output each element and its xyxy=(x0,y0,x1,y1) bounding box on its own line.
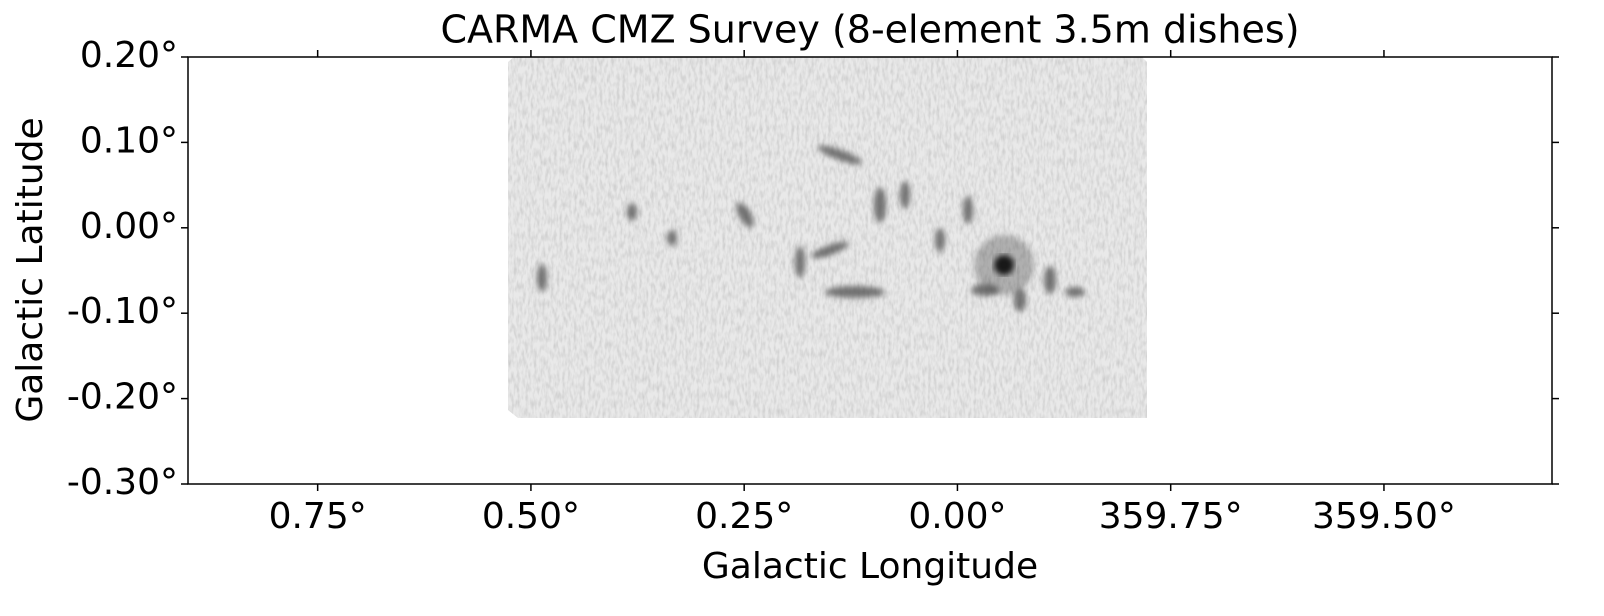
x-tick-label: 359.50° xyxy=(1312,496,1456,537)
x-tick-label: 0.50° xyxy=(482,496,580,537)
x-tick-label: 0.25° xyxy=(695,496,793,537)
x-tick-label: 0.00° xyxy=(908,496,1006,537)
y-tick-label: -0.20° xyxy=(67,377,178,418)
sky-map xyxy=(508,57,1147,418)
y-tick-label: -0.30° xyxy=(67,462,178,503)
chart-title: CARMA CMZ Survey (8-element 3.5m dishes) xyxy=(440,8,1299,52)
x-tick-label: 0.75° xyxy=(269,496,367,537)
plot-frame xyxy=(187,56,1553,485)
y-tick-label: 0.10° xyxy=(80,120,178,161)
y-tick-label: 0.20° xyxy=(80,35,178,76)
y-axis-title: Galactic Latitude xyxy=(10,117,51,422)
y-tick-label: 0.00° xyxy=(80,206,178,247)
x-axis-title: Galactic Longitude xyxy=(702,546,1038,587)
y-tick-label: -0.10° xyxy=(67,291,178,332)
x-tick-label: 359.75° xyxy=(1099,496,1243,537)
